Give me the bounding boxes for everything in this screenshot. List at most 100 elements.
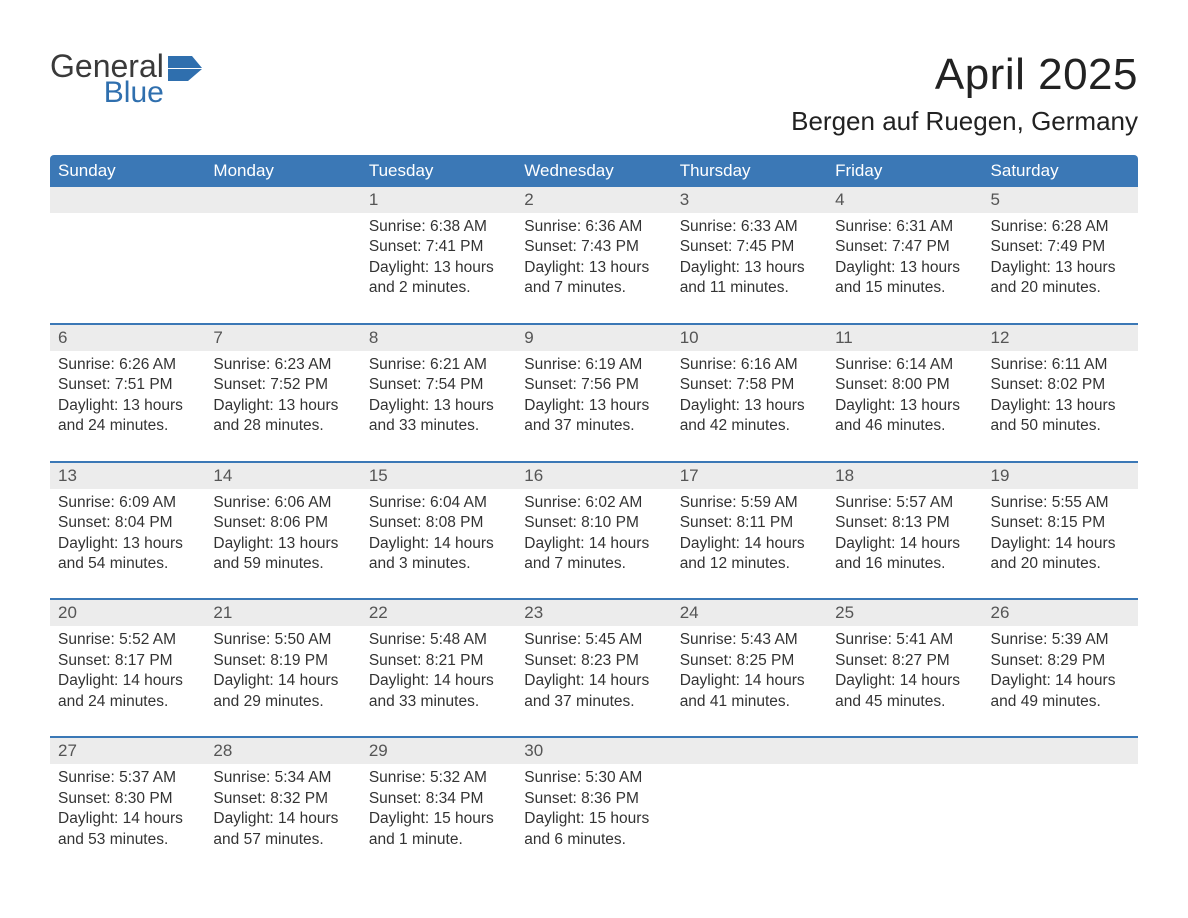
daylight-text: Daylight: 14 hours and 57 minutes. bbox=[213, 809, 352, 850]
day-cell: 20Sunrise: 5:52 AMSunset: 8:17 PMDayligh… bbox=[50, 599, 205, 737]
sunrise-text: Sunrise: 6:23 AM bbox=[213, 355, 352, 375]
day-number: 22 bbox=[361, 600, 516, 626]
sunset-text: Sunset: 8:27 PM bbox=[835, 651, 974, 671]
sunrise-text: Sunrise: 5:32 AM bbox=[369, 768, 508, 788]
day-number: 11 bbox=[827, 325, 982, 351]
day-cell: 29Sunrise: 5:32 AMSunset: 8:34 PMDayligh… bbox=[361, 737, 516, 874]
day-details: Sunrise: 6:16 AMSunset: 7:58 PMDaylight:… bbox=[672, 351, 827, 461]
weekday-header: Friday bbox=[827, 155, 982, 187]
day-cell: 21Sunrise: 5:50 AMSunset: 8:19 PMDayligh… bbox=[205, 599, 360, 737]
brand-logo: General Blue bbox=[50, 50, 202, 108]
sunset-text: Sunset: 8:25 PM bbox=[680, 651, 819, 671]
sunset-text: Sunset: 7:51 PM bbox=[58, 375, 197, 395]
day-details: Sunrise: 6:36 AMSunset: 7:43 PMDaylight:… bbox=[516, 213, 671, 323]
sunrise-text: Sunrise: 5:41 AM bbox=[835, 630, 974, 650]
day-number: 15 bbox=[361, 463, 516, 489]
daylight-text: Daylight: 14 hours and 41 minutes. bbox=[680, 671, 819, 712]
day-number: 18 bbox=[827, 463, 982, 489]
week-row: 6Sunrise: 6:26 AMSunset: 7:51 PMDaylight… bbox=[50, 324, 1138, 462]
sunrise-text: Sunrise: 5:43 AM bbox=[680, 630, 819, 650]
weekday-header: Sunday bbox=[50, 155, 205, 187]
day-cell: 28Sunrise: 5:34 AMSunset: 8:32 PMDayligh… bbox=[205, 737, 360, 874]
sunset-text: Sunset: 8:23 PM bbox=[524, 651, 663, 671]
day-number: 10 bbox=[672, 325, 827, 351]
day-number bbox=[983, 738, 1138, 764]
location: Bergen auf Ruegen, Germany bbox=[791, 106, 1138, 137]
daylight-text: Daylight: 13 hours and 7 minutes. bbox=[524, 258, 663, 299]
weekday-header-row: Sunday Monday Tuesday Wednesday Thursday… bbox=[50, 155, 1138, 187]
sunset-text: Sunset: 8:34 PM bbox=[369, 789, 508, 809]
daylight-text: Daylight: 13 hours and 15 minutes. bbox=[835, 258, 974, 299]
daylight-text: Daylight: 14 hours and 7 minutes. bbox=[524, 534, 663, 575]
day-number: 19 bbox=[983, 463, 1138, 489]
sunrise-text: Sunrise: 5:30 AM bbox=[524, 768, 663, 788]
sunrise-text: Sunrise: 6:14 AM bbox=[835, 355, 974, 375]
day-number: 28 bbox=[205, 738, 360, 764]
day-cell: 10Sunrise: 6:16 AMSunset: 7:58 PMDayligh… bbox=[672, 324, 827, 462]
sunset-text: Sunset: 8:08 PM bbox=[369, 513, 508, 533]
day-cell bbox=[672, 737, 827, 874]
day-details bbox=[983, 764, 1138, 856]
day-details: Sunrise: 5:30 AMSunset: 8:36 PMDaylight:… bbox=[516, 764, 671, 874]
sunset-text: Sunset: 8:00 PM bbox=[835, 375, 974, 395]
sunset-text: Sunset: 8:19 PM bbox=[213, 651, 352, 671]
daylight-text: Daylight: 13 hours and 11 minutes. bbox=[680, 258, 819, 299]
day-details: Sunrise: 6:21 AMSunset: 7:54 PMDaylight:… bbox=[361, 351, 516, 461]
sunset-text: Sunset: 8:04 PM bbox=[58, 513, 197, 533]
day-number: 4 bbox=[827, 187, 982, 213]
sunset-text: Sunset: 7:54 PM bbox=[369, 375, 508, 395]
day-cell: 3Sunrise: 6:33 AMSunset: 7:45 PMDaylight… bbox=[672, 187, 827, 324]
brand-text: General Blue bbox=[50, 50, 164, 108]
day-details: Sunrise: 5:59 AMSunset: 8:11 PMDaylight:… bbox=[672, 489, 827, 599]
day-number bbox=[50, 187, 205, 213]
daylight-text: Daylight: 13 hours and 50 minutes. bbox=[991, 396, 1130, 437]
day-cell: 9Sunrise: 6:19 AMSunset: 7:56 PMDaylight… bbox=[516, 324, 671, 462]
sunrise-text: Sunrise: 6:11 AM bbox=[991, 355, 1130, 375]
day-number: 1 bbox=[361, 187, 516, 213]
day-cell: 24Sunrise: 5:43 AMSunset: 8:25 PMDayligh… bbox=[672, 599, 827, 737]
sunrise-text: Sunrise: 5:52 AM bbox=[58, 630, 197, 650]
daylight-text: Daylight: 15 hours and 1 minute. bbox=[369, 809, 508, 850]
sunset-text: Sunset: 8:21 PM bbox=[369, 651, 508, 671]
daylight-text: Daylight: 14 hours and 3 minutes. bbox=[369, 534, 508, 575]
day-details: Sunrise: 5:55 AMSunset: 8:15 PMDaylight:… bbox=[983, 489, 1138, 599]
sunset-text: Sunset: 7:52 PM bbox=[213, 375, 352, 395]
day-cell: 18Sunrise: 5:57 AMSunset: 8:13 PMDayligh… bbox=[827, 462, 982, 600]
daylight-text: Daylight: 13 hours and 46 minutes. bbox=[835, 396, 974, 437]
day-details: Sunrise: 5:41 AMSunset: 8:27 PMDaylight:… bbox=[827, 626, 982, 736]
sunrise-text: Sunrise: 6:21 AM bbox=[369, 355, 508, 375]
sunrise-text: Sunrise: 6:19 AM bbox=[524, 355, 663, 375]
brand-word2: Blue bbox=[50, 78, 164, 108]
sunrise-text: Sunrise: 6:33 AM bbox=[680, 217, 819, 237]
calendar-body: 1Sunrise: 6:38 AMSunset: 7:41 PMDaylight… bbox=[50, 187, 1138, 874]
sunset-text: Sunset: 8:15 PM bbox=[991, 513, 1130, 533]
week-row: 13Sunrise: 6:09 AMSunset: 8:04 PMDayligh… bbox=[50, 462, 1138, 600]
day-details: Sunrise: 5:52 AMSunset: 8:17 PMDaylight:… bbox=[50, 626, 205, 736]
day-cell: 19Sunrise: 5:55 AMSunset: 8:15 PMDayligh… bbox=[983, 462, 1138, 600]
day-details: Sunrise: 5:48 AMSunset: 8:21 PMDaylight:… bbox=[361, 626, 516, 736]
sunset-text: Sunset: 7:43 PM bbox=[524, 237, 663, 257]
day-details: Sunrise: 6:23 AMSunset: 7:52 PMDaylight:… bbox=[205, 351, 360, 461]
day-details: Sunrise: 5:39 AMSunset: 8:29 PMDaylight:… bbox=[983, 626, 1138, 736]
sunrise-text: Sunrise: 6:36 AM bbox=[524, 217, 663, 237]
day-details: Sunrise: 6:02 AMSunset: 8:10 PMDaylight:… bbox=[516, 489, 671, 599]
day-details: Sunrise: 6:31 AMSunset: 7:47 PMDaylight:… bbox=[827, 213, 982, 323]
weekday-header: Saturday bbox=[983, 155, 1138, 187]
sunrise-text: Sunrise: 5:50 AM bbox=[213, 630, 352, 650]
day-cell bbox=[205, 187, 360, 324]
sunrise-text: Sunrise: 5:57 AM bbox=[835, 493, 974, 513]
day-cell: 15Sunrise: 6:04 AMSunset: 8:08 PMDayligh… bbox=[361, 462, 516, 600]
day-cell: 7Sunrise: 6:23 AMSunset: 7:52 PMDaylight… bbox=[205, 324, 360, 462]
day-details: Sunrise: 6:28 AMSunset: 7:49 PMDaylight:… bbox=[983, 213, 1138, 323]
sunrise-text: Sunrise: 5:37 AM bbox=[58, 768, 197, 788]
day-details: Sunrise: 6:09 AMSunset: 8:04 PMDaylight:… bbox=[50, 489, 205, 599]
daylight-text: Daylight: 13 hours and 54 minutes. bbox=[58, 534, 197, 575]
sunset-text: Sunset: 8:02 PM bbox=[991, 375, 1130, 395]
page-header: General Blue April 2025 Bergen auf Ruege… bbox=[50, 50, 1138, 137]
day-number: 7 bbox=[205, 325, 360, 351]
weekday-header: Tuesday bbox=[361, 155, 516, 187]
day-details: Sunrise: 6:04 AMSunset: 8:08 PMDaylight:… bbox=[361, 489, 516, 599]
day-number bbox=[827, 738, 982, 764]
day-number: 27 bbox=[50, 738, 205, 764]
daylight-text: Daylight: 14 hours and 53 minutes. bbox=[58, 809, 197, 850]
